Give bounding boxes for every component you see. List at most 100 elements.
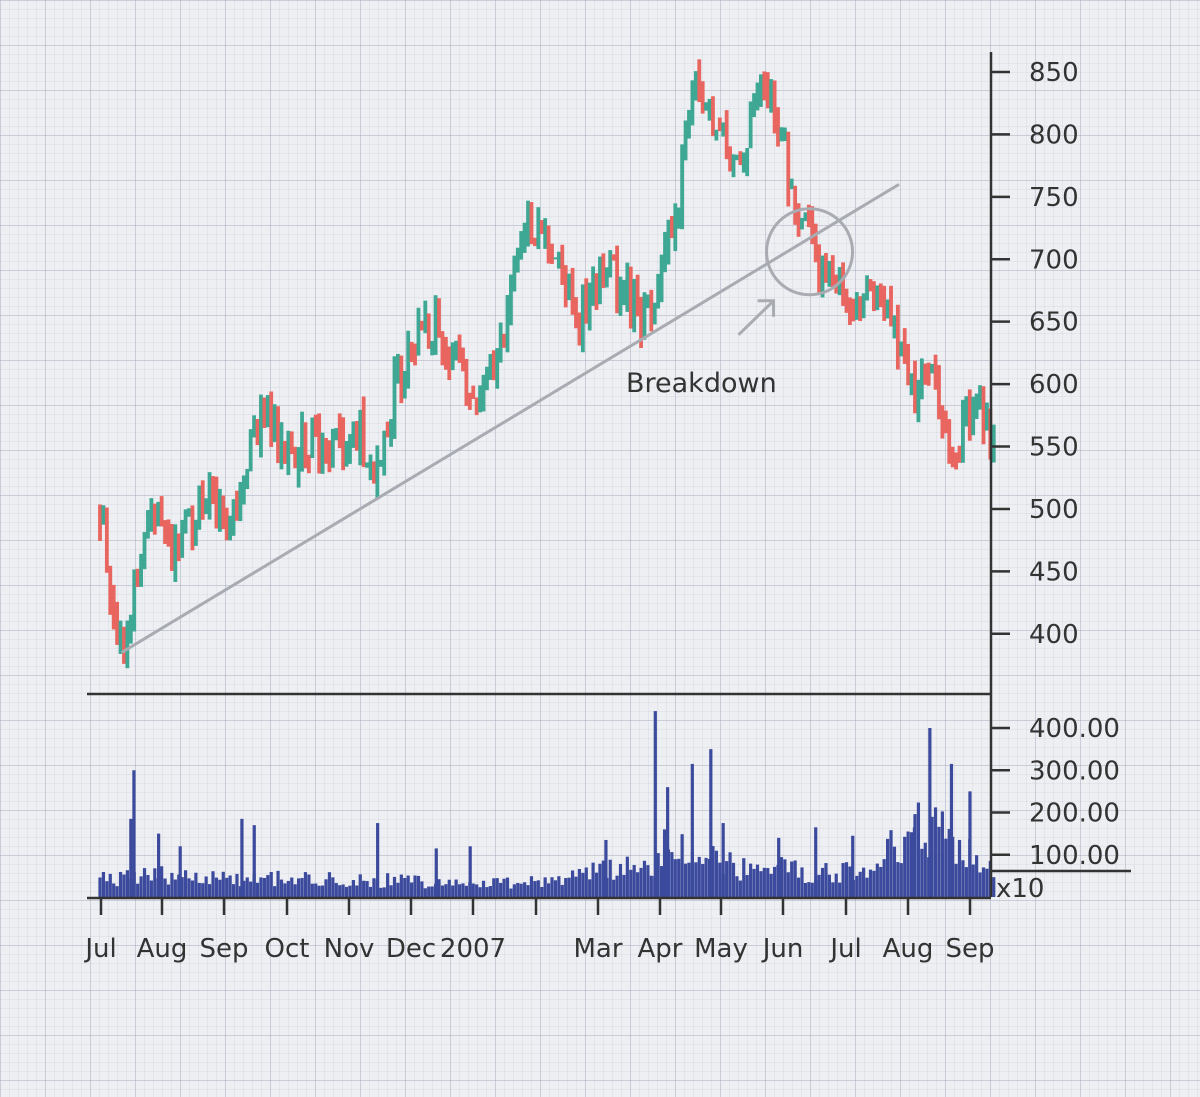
volume-bar bbox=[331, 877, 335, 897]
candle bbox=[974, 393, 979, 419]
candle bbox=[570, 267, 575, 315]
volume-bar bbox=[180, 877, 184, 897]
candle bbox=[132, 569, 137, 632]
candle bbox=[344, 440, 349, 467]
price-tick-label: 800 bbox=[1029, 120, 1079, 150]
volume-bar bbox=[146, 875, 150, 897]
candle bbox=[628, 266, 633, 329]
candle bbox=[111, 584, 116, 630]
volume-bar bbox=[793, 860, 797, 897]
candle bbox=[300, 411, 304, 472]
x-tick-label: Sep bbox=[945, 934, 994, 964]
volume-bar bbox=[344, 886, 349, 897]
volume-bar bbox=[543, 877, 547, 897]
volume-bar bbox=[320, 885, 325, 897]
candle bbox=[159, 496, 164, 527]
candle bbox=[618, 276, 623, 316]
candle bbox=[505, 295, 510, 353]
volume-bar bbox=[564, 878, 568, 897]
volume-bar bbox=[283, 883, 287, 897]
candle bbox=[101, 505, 106, 525]
volume-bar bbox=[149, 880, 153, 897]
candle bbox=[255, 418, 260, 446]
volume-spike bbox=[468, 846, 472, 897]
candle bbox=[577, 312, 582, 346]
candle bbox=[330, 428, 335, 468]
volume-bar bbox=[334, 883, 338, 897]
volume-bar bbox=[293, 884, 297, 897]
candle bbox=[180, 519, 185, 558]
volume-bar bbox=[588, 879, 592, 897]
candle bbox=[142, 532, 147, 570]
price-tick-label: 550 bbox=[1029, 433, 1079, 463]
candle bbox=[567, 273, 572, 301]
candle bbox=[276, 406, 280, 464]
price-tick-label: 700 bbox=[1029, 245, 1079, 275]
x-tick-label: Oct bbox=[265, 934, 310, 964]
candle bbox=[296, 447, 301, 488]
trendline bbox=[120, 183, 900, 654]
candle bbox=[978, 385, 982, 410]
breakdown-circle bbox=[765, 207, 855, 297]
volume-bar bbox=[824, 863, 828, 897]
volume-spike bbox=[928, 728, 932, 897]
candle bbox=[433, 295, 438, 355]
volume-bar bbox=[300, 877, 304, 897]
volume-bar bbox=[879, 866, 883, 897]
candle bbox=[800, 217, 804, 230]
volume-bar bbox=[235, 873, 239, 897]
volume-bar bbox=[163, 878, 167, 897]
candle bbox=[306, 454, 311, 474]
price-tick-label: 450 bbox=[1029, 557, 1079, 587]
volume-bar bbox=[427, 886, 431, 897]
volume-bar bbox=[536, 880, 540, 897]
volume-bar bbox=[399, 874, 403, 897]
candle bbox=[272, 404, 277, 443]
candle bbox=[574, 297, 578, 329]
volume-bar bbox=[317, 885, 321, 897]
candle bbox=[779, 127, 784, 142]
candle bbox=[440, 331, 445, 366]
candle bbox=[776, 107, 780, 147]
candle bbox=[878, 283, 883, 308]
volume-bar bbox=[444, 884, 448, 897]
candle bbox=[375, 445, 380, 499]
candle bbox=[721, 122, 726, 137]
volume-bar bbox=[803, 883, 808, 897]
x-tick-label: Dec bbox=[386, 934, 436, 964]
candle bbox=[930, 363, 935, 374]
candle bbox=[166, 519, 171, 547]
candle bbox=[235, 490, 239, 521]
candle bbox=[697, 59, 702, 103]
volume-spike bbox=[949, 763, 954, 897]
volume-bar bbox=[755, 864, 760, 897]
volume-bar bbox=[615, 875, 619, 897]
x-tick-label: Aug bbox=[883, 934, 934, 964]
volume-bar bbox=[683, 863, 688, 897]
candle bbox=[813, 223, 818, 263]
candle bbox=[447, 346, 452, 381]
volume-bar bbox=[259, 877, 263, 897]
volume-bar bbox=[567, 877, 571, 897]
volume-bar bbox=[368, 886, 373, 897]
volume-bar bbox=[954, 863, 958, 897]
candle bbox=[98, 504, 102, 541]
candle bbox=[351, 421, 356, 448]
candle bbox=[913, 360, 917, 414]
volume-bar bbox=[249, 881, 253, 897]
candle bbox=[341, 417, 346, 471]
volume-bar bbox=[108, 873, 112, 897]
volume-bar bbox=[142, 868, 147, 897]
candle bbox=[748, 101, 753, 149]
candle bbox=[529, 202, 534, 245]
volume-bar bbox=[701, 863, 705, 897]
candle bbox=[283, 440, 287, 464]
candle bbox=[231, 499, 236, 536]
candle bbox=[964, 396, 969, 427]
volume-bar bbox=[807, 882, 811, 897]
candle bbox=[659, 254, 664, 303]
candle bbox=[128, 614, 133, 644]
candle bbox=[464, 358, 469, 406]
candle bbox=[954, 452, 958, 470]
candle bbox=[919, 358, 924, 400]
